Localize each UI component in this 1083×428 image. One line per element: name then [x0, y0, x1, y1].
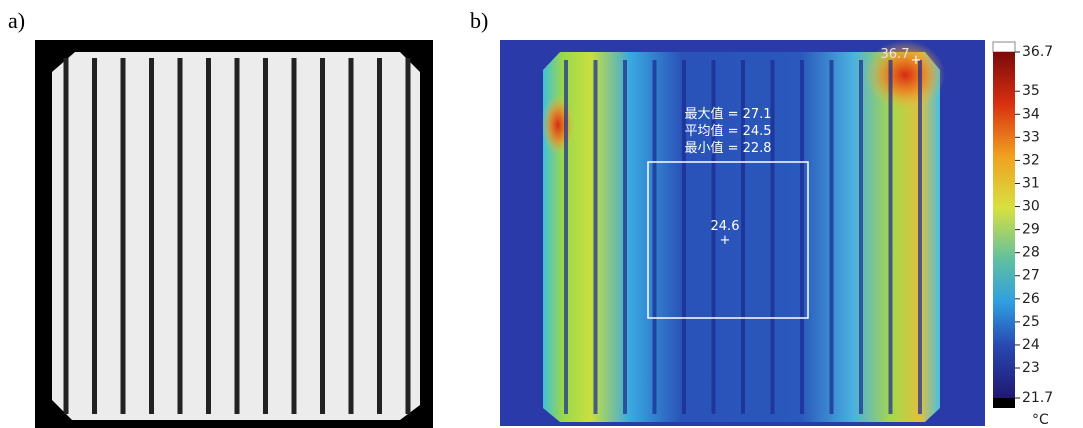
- colorbar-tick-label: 31: [1022, 175, 1040, 191]
- panel-label: a): [8, 8, 25, 33]
- colorbar-tick-label: 33: [1022, 129, 1040, 145]
- colorbar: [993, 52, 1015, 398]
- colorbar-top: [992, 41, 1016, 53]
- stat-min: 最小值 = 22.8: [684, 140, 771, 156]
- colorbar-tick-label: 32: [1022, 152, 1040, 168]
- colorbar-tick-label: 28: [1022, 245, 1040, 261]
- colorbar-tick-label: 21.7: [1022, 390, 1053, 406]
- marker: +: [911, 53, 922, 68]
- spot-max: 36.7: [881, 47, 910, 62]
- center-value: 24.6: [711, 219, 740, 234]
- marker: +: [720, 233, 731, 248]
- colorbar-tick-label: 29: [1022, 222, 1040, 238]
- colorbar-tick-label: 35: [1022, 83, 1040, 99]
- colorbar-tick-label: 27: [1022, 268, 1040, 284]
- colorbar-tick-label: 34: [1022, 106, 1040, 122]
- panel-label: b): [470, 8, 488, 33]
- busbars: [564, 60, 922, 414]
- stat-max: 最大值 = 27.1: [684, 106, 771, 122]
- unit: °C: [1032, 412, 1049, 428]
- busbars: [63, 58, 411, 414]
- colorbar-bottom: [993, 398, 1015, 408]
- colorbar-tick-label: 36.7: [1022, 44, 1053, 60]
- colorbar-tick-label: 23: [1022, 360, 1040, 376]
- hot-spot: [542, 95, 574, 155]
- colorbar-tick-label: 26: [1022, 291, 1040, 307]
- hot-spot: [865, 40, 945, 110]
- colorbar-tick-label: 25: [1022, 314, 1040, 330]
- roi-box: [647, 161, 809, 319]
- stat-avg: 平均值 = 24.5: [684, 123, 771, 139]
- colorbar-tick-label: 30: [1022, 199, 1040, 215]
- colorbar-tick-label: 24: [1022, 337, 1040, 353]
